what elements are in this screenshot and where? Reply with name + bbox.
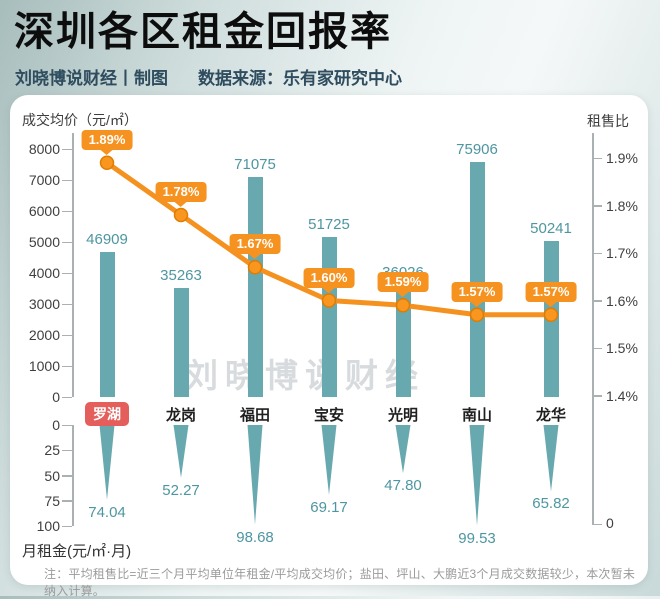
ratio-point <box>173 207 189 223</box>
category-badge-highlight: 罗湖 <box>85 402 129 426</box>
rent-axis-line <box>72 425 74 526</box>
rent-tick-label: 25 <box>44 442 60 459</box>
ratio-tick <box>592 395 602 397</box>
watermark-text: 刘晓博说财经 <box>185 357 425 394</box>
price-tick <box>62 365 72 367</box>
rent-value-label: 99.53 <box>458 529 496 547</box>
price-axis-title: 成交均价（元/㎡） <box>22 112 138 128</box>
ratio-point-badge: 1.78% <box>155 182 207 202</box>
rent-value-label: 74.04 <box>88 503 126 521</box>
price-tick-label: 4000 <box>28 265 60 281</box>
rent-tick <box>62 449 72 452</box>
ratio-axis-line <box>592 133 594 524</box>
category-label: 龙华 <box>535 407 567 424</box>
rent-value-label: 69.17 <box>310 498 348 516</box>
category-label: 龙岗 <box>165 407 197 424</box>
rent-needle <box>173 425 189 478</box>
price-value-label: 35263 <box>160 266 202 284</box>
ratio-point <box>99 155 115 170</box>
rent-tick-label: 100 <box>36 518 60 534</box>
price-tick <box>62 396 72 398</box>
price-bar <box>469 161 485 397</box>
rent-tick <box>62 475 72 477</box>
ratio-axis-title: 租售比 <box>587 113 629 129</box>
ratio-tick-label: 1.6% <box>606 292 638 309</box>
price-bar <box>543 241 559 397</box>
ratio-tick <box>592 347 602 349</box>
credit-text: 刘晓博说财经丨制图 <box>15 69 168 88</box>
price-bar <box>173 287 189 397</box>
rent-value-label: 98.68 <box>236 528 274 546</box>
rent-value-label: 65.82 <box>532 495 570 513</box>
price-value-label: 50241 <box>530 220 572 238</box>
rent-tick-label: 75 <box>44 492 60 509</box>
rent-needle <box>469 425 485 526</box>
rent-needle <box>543 425 559 492</box>
category-label: 南山 <box>461 407 493 424</box>
price-tick <box>62 179 72 181</box>
category-label: 光明 <box>387 407 419 424</box>
byline: 刘晓博说财经丨制图 数据来源：乐有家研究中心 <box>15 64 402 89</box>
ratio-point-badge: 1.60% <box>303 267 355 288</box>
ratio-zero-label: 0 <box>606 515 614 531</box>
ratio-tick-label: 1.7% <box>606 245 638 261</box>
ratio-point-badge: 1.67% <box>229 234 281 255</box>
price-tick <box>62 148 72 150</box>
price-tick-label: 5000 <box>28 234 60 250</box>
ratio-point-badge: 1.59% <box>377 272 429 293</box>
ratio-tick <box>592 205 602 207</box>
price-tick <box>62 334 72 336</box>
rent-tick-label: 50 <box>44 467 60 484</box>
data-source-text: 数据来源：乐有家研究中心 <box>198 69 402 88</box>
price-value-label: 46909 <box>86 230 128 248</box>
rent-value-label: 47.80 <box>384 477 422 495</box>
price-axis-line <box>72 133 74 397</box>
footnote: 注：平均租售比=近三个月平均单位年租金/平均成交均价；盐田、坪山、大鹏近3个月成… <box>44 567 636 598</box>
price-tick <box>62 303 72 305</box>
ratio-tick <box>592 300 602 302</box>
price-value-label: 75906 <box>456 140 498 158</box>
price-tick-label: 1000 <box>28 358 60 374</box>
rent-tick-label: 0 <box>52 417 60 433</box>
rent-needle <box>247 425 263 525</box>
rent-value-label: 52.27 <box>162 481 200 499</box>
price-tick-label: 2000 <box>28 327 60 343</box>
price-tick-label: 7000 <box>28 172 60 188</box>
rent-tick <box>62 525 72 527</box>
ratio-zero-tick <box>592 523 602 525</box>
ratio-tick-label: 1.5% <box>606 340 638 356</box>
price-tick-label: 8000 <box>28 141 60 157</box>
ratio-tick <box>592 157 602 159</box>
ratio-tick-label: 1.4% <box>606 387 638 404</box>
rent-axis-title: 月租金(元/㎡·月) <box>22 543 132 560</box>
page-title: 深圳各区租金回报率 <box>14 9 392 54</box>
price-tick <box>62 210 72 212</box>
rent-tick <box>62 500 72 502</box>
price-value-label: 51725 <box>308 215 350 233</box>
price-tick-label: 0 <box>52 389 60 405</box>
price-tick <box>62 241 72 243</box>
ratio-tick-label: 1.9% <box>606 150 638 166</box>
ratio-tick <box>592 252 602 254</box>
price-bar <box>99 251 115 397</box>
category-label: 宝安 <box>313 407 345 424</box>
ratio-tick-label: 1.8% <box>606 197 638 214</box>
ratio-point-badge: 1.89% <box>81 129 133 150</box>
rent-needle <box>395 425 411 474</box>
price-bar <box>247 176 263 397</box>
rent-needle <box>321 425 337 495</box>
rent-needle <box>99 425 115 500</box>
ratio-point-badge: 1.57% <box>451 281 503 302</box>
ratio-point-badge: 1.57% <box>525 281 577 302</box>
category-label: 福田 <box>239 407 271 424</box>
price-tick <box>62 272 72 274</box>
price-value-label: 71075 <box>234 155 276 173</box>
price-bar <box>395 285 411 397</box>
price-tick-label: 3000 <box>28 296 60 312</box>
rent-tick <box>62 424 72 426</box>
price-tick-label: 6000 <box>28 203 60 219</box>
price-bar <box>321 236 337 397</box>
